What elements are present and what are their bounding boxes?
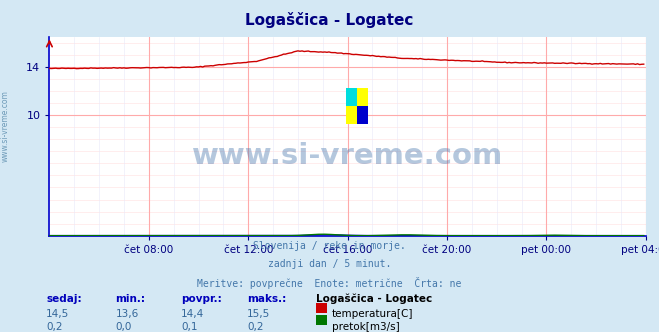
Text: 0,2: 0,2 xyxy=(247,322,264,332)
Text: sedaj:: sedaj: xyxy=(46,294,82,304)
Text: 0,0: 0,0 xyxy=(115,322,132,332)
Text: 14,5: 14,5 xyxy=(46,309,69,319)
Bar xyxy=(346,88,357,106)
Text: 0,1: 0,1 xyxy=(181,322,198,332)
Text: Meritve: povprečne  Enote: metrične  Črta: ne: Meritve: povprečne Enote: metrične Črta:… xyxy=(197,277,462,289)
Text: temperatura[C]: temperatura[C] xyxy=(332,309,414,319)
Text: www.si-vreme.com: www.si-vreme.com xyxy=(1,90,10,162)
Text: min.:: min.: xyxy=(115,294,146,304)
Bar xyxy=(346,88,368,124)
Text: Slovenija / reke in morje.: Slovenija / reke in morje. xyxy=(253,241,406,251)
Text: Logaščica - Logatec: Logaščica - Logatec xyxy=(245,12,414,28)
Text: zadnji dan / 5 minut.: zadnji dan / 5 minut. xyxy=(268,259,391,269)
Bar xyxy=(357,106,368,124)
Text: 15,5: 15,5 xyxy=(247,309,270,319)
Text: 0,2: 0,2 xyxy=(46,322,63,332)
Text: pretok[m3/s]: pretok[m3/s] xyxy=(332,322,400,332)
Text: www.si-vreme.com: www.si-vreme.com xyxy=(192,142,503,170)
Text: maks.:: maks.: xyxy=(247,294,287,304)
Text: 14,4: 14,4 xyxy=(181,309,204,319)
Text: 13,6: 13,6 xyxy=(115,309,138,319)
Text: Logaščica - Logatec: Logaščica - Logatec xyxy=(316,294,432,304)
Text: povpr.:: povpr.: xyxy=(181,294,222,304)
